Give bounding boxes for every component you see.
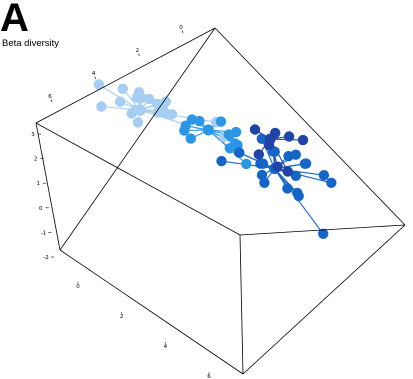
point-2-18 [318, 228, 329, 239]
point-2-8 [256, 169, 268, 181]
box-edge-5 [35, 122, 241, 236]
point-0-5 [144, 93, 155, 105]
bottom-axis-tick-label-0: 0 [76, 284, 80, 290]
point-3-7 [282, 166, 293, 177]
left-axis-tick-label-1: 2 [34, 157, 38, 163]
box-edge-8 [59, 27, 216, 251]
box-edge-1 [214, 27, 406, 226]
point-3-2 [283, 131, 295, 142]
back-axis-tick-3 [181, 30, 184, 34]
back-axis-tick-1 [94, 76, 96, 80]
point-0-15 [151, 98, 163, 110]
point-1-11 [241, 158, 252, 170]
back-axis-tick-0 [50, 99, 53, 103]
bottom-axis-tick-label-2: 4 [164, 344, 168, 350]
bounding-box [35, 27, 406, 375]
point-0-3 [160, 96, 171, 107]
point-0-12 [166, 109, 178, 120]
point-2-12 [326, 177, 337, 188]
spider-line-2-18 [274, 168, 324, 235]
point-3-3 [297, 134, 309, 146]
left-axis-tick-label-2: 1 [36, 181, 40, 187]
point-1-7 [224, 130, 235, 141]
point-0-4 [96, 101, 107, 112]
point-3-6 [272, 161, 283, 172]
point-2-20 [283, 151, 294, 162]
centroid-1 [202, 124, 214, 136]
left-axis-tick-label-3: 0 [39, 206, 43, 212]
left-axis-tick-label-4: -1 [41, 230, 46, 236]
panel-label: A [0, 0, 29, 40]
point-2-6 [318, 170, 330, 181]
point-0-11 [132, 117, 144, 128]
box-edge-6 [239, 224, 406, 236]
point-2-3 [233, 147, 245, 158]
point-3-4 [263, 139, 275, 151]
point-0-14 [152, 107, 164, 118]
point-1-12 [180, 120, 191, 131]
back-axis-tick-2 [138, 53, 140, 57]
point-1-3 [194, 115, 205, 127]
box-edge-4 [35, 122, 61, 251]
point-2-15 [255, 158, 266, 169]
point-0-13 [130, 105, 141, 116]
back-axis-tick-label-0: 6 [48, 94, 52, 100]
box-edge-7 [239, 234, 244, 375]
sample-points [93, 79, 337, 239]
point-1-10 [224, 143, 235, 154]
bottom-axis-tick-label-1: 2 [120, 314, 124, 320]
point-0-0 [93, 79, 105, 90]
chart-title: Beta diversity [2, 38, 60, 49]
box-edge-3 [59, 249, 244, 375]
point-1-1 [215, 116, 227, 127]
point-3-0 [249, 124, 261, 135]
spider-line-0-16 [140, 109, 217, 123]
point-2-13 [259, 177, 270, 188]
point-2-19 [256, 133, 267, 144]
point-0-7 [114, 96, 126, 107]
back-axis-tick-label-3: 0 [179, 25, 183, 31]
point-3-1 [270, 127, 281, 139]
box-edge-2 [242, 224, 406, 375]
point-2-9 [282, 183, 293, 194]
point-2-16 [293, 190, 304, 202]
bottom-axis-tick-label-3: 6 [207, 374, 211, 379]
point-3-5 [253, 149, 264, 160]
point-1-5 [185, 133, 196, 144]
point-2-11 [290, 170, 302, 181]
point-0-1 [117, 83, 128, 95]
point-0-18 [133, 87, 145, 98]
left-axis-tick-label-5: -2 [43, 255, 48, 261]
point-2-5 [300, 158, 312, 169]
point-2-7 [216, 155, 227, 167]
axis-ticks: 6 4 2 0 3 2 1 0 -1 -2 0 2 4 6 [31, 25, 211, 379]
back-axis-tick-label-2: 2 [136, 48, 140, 54]
left-axis-tick-label-0: 3 [31, 132, 35, 138]
back-axis-tick-label-1: 4 [92, 71, 96, 77]
box-edge-0 [35, 27, 216, 124]
